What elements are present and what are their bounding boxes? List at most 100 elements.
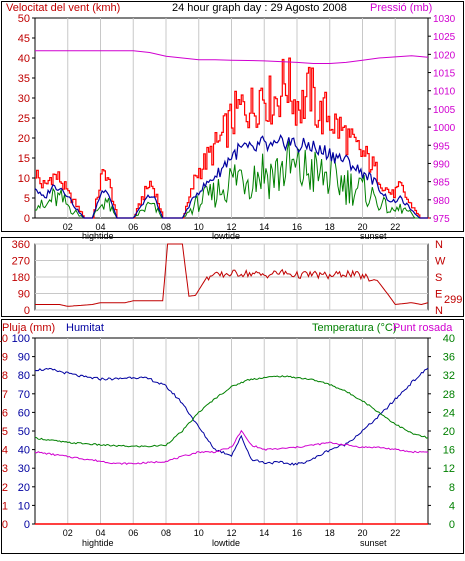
direction-compass-label: E <box>435 289 442 301</box>
temp-x-tick-label: 10 <box>194 528 204 538</box>
wind-x-tick-label: 06 <box>128 222 138 232</box>
wind-y-tick-label: 5 <box>24 193 30 205</box>
direction-compass-label: N <box>435 239 443 251</box>
pressure-y-tick-label: 1005 <box>433 105 456 116</box>
direction-y-tick-label: 0 <box>24 305 30 317</box>
humidity-y-tick-label: 70 <box>18 389 30 401</box>
temp-y-tick-label: 0 <box>449 519 455 531</box>
direction-y-tick-label: 360 <box>12 239 30 251</box>
rain-y-tick-label: 2 <box>2 482 8 494</box>
temp-y-tick-label: 16 <box>443 445 455 457</box>
temp-x-tick-label: 18 <box>325 528 335 538</box>
rain-y-tick-label: 6 <box>2 407 8 419</box>
pressure-y-tick-label: 1015 <box>433 69 456 80</box>
temp-x-tick-label: 12 <box>226 528 236 538</box>
chart-title: 24 hour graph day : 29 Agosto 2008 <box>172 2 347 14</box>
pressure-y-tick-label: 1030 <box>433 14 456 25</box>
rain-y-tick-label: 5 <box>2 426 8 438</box>
wind-average-series <box>34 133 428 219</box>
wind-x-tick-label: 18 <box>325 222 335 232</box>
temp-x-tick-label: 02 <box>63 528 73 538</box>
wind-y-tick-label: 0 <box>24 213 30 225</box>
temp-y-tick-label: 28 <box>443 389 455 401</box>
temp-y-tick-label: 32 <box>443 370 455 382</box>
dewpoint-series <box>34 429 429 465</box>
pressure-y-tick-label: 975 <box>433 214 450 225</box>
pressure-y-tick-label: 1020 <box>433 50 456 61</box>
wind-x-tick-label: 08 <box>161 222 171 232</box>
wind-x-tick-label: 10 <box>194 222 204 232</box>
hightide-label-bottom: hightide <box>82 538 114 548</box>
rain-y-tick-label: 10 <box>0 333 8 345</box>
temp-y-tick-label: 40 <box>443 333 455 345</box>
direction-panel-frame <box>1 237 464 317</box>
temp-y-tick-label: 4 <box>449 500 455 512</box>
direction-compass-label: S <box>435 272 442 284</box>
sunset-label-top: sunset <box>360 231 387 241</box>
temp-x-tick-label: 22 <box>390 528 400 538</box>
wind-x-tick-label: 22 <box>390 222 400 232</box>
wind-direction-series <box>35 243 429 307</box>
humidity-y-tick-label: 50 <box>18 426 30 438</box>
wind-axis-title: Velocitat del vent (kmh) <box>6 2 120 14</box>
wind-y-tick-label: 35 <box>18 73 30 85</box>
temp-y-tick-label: 20 <box>443 426 455 438</box>
direction-y-tick-label: 90 <box>18 289 30 301</box>
temperature-series <box>34 375 429 448</box>
humidity-series <box>34 367 429 466</box>
humidity-y-tick-label: 90 <box>18 352 30 364</box>
humidity-y-tick-label: 30 <box>18 463 30 475</box>
pressure-series <box>35 50 429 64</box>
direction-y-tick-label: 180 <box>12 272 30 284</box>
wind-x-tick-label: 16 <box>292 222 302 232</box>
direction-y-tick-label: 270 <box>12 256 30 268</box>
pressure-axis-title: Pressió (mb) <box>370 2 432 14</box>
sunset-label-bottom: sunset <box>360 538 387 548</box>
wind-y-tick-label: 20 <box>18 133 30 145</box>
humidity-y-tick-label: 20 <box>18 482 30 494</box>
dewpoint-axis-title: Punt rosada <box>393 322 453 334</box>
wind-y-tick-label: 10 <box>18 173 30 185</box>
pressure-y-tick-label: 980 <box>433 196 450 207</box>
wind-x-tick-label: 20 <box>357 222 367 232</box>
temp-x-tick-label: 08 <box>161 528 171 538</box>
wind-y-tick-label: 30 <box>18 93 30 105</box>
direction-compass-label: W <box>435 256 446 268</box>
wind-x-tick-label: 14 <box>259 222 269 232</box>
wind-y-tick-label: 50 <box>18 13 30 25</box>
rain-y-tick-label: 1 <box>2 500 8 512</box>
rain-y-tick-label: 9 <box>2 352 8 364</box>
humidity-y-tick-label: 80 <box>18 370 30 382</box>
pressure-y-tick-label: 985 <box>433 178 450 189</box>
wind-panel-frame <box>1 1 464 232</box>
rain-y-tick-label: 4 <box>2 445 8 457</box>
humidity-y-tick-label: 0 <box>24 519 30 531</box>
temperature-axis-title: Temperatura (°C) <box>312 322 396 334</box>
rain-y-tick-label: 7 <box>2 389 8 401</box>
lowtide-label-top: lowtide <box>212 231 240 241</box>
humidity-y-tick-label: 100 <box>12 333 30 345</box>
lowtide-label-bottom: lowtide <box>212 538 240 548</box>
temp-x-tick-label: 14 <box>259 528 269 538</box>
pressure-y-tick-label: 1000 <box>433 123 456 134</box>
humidity-y-tick-label: 40 <box>18 445 30 457</box>
wind-gust-series <box>35 57 430 219</box>
temp-x-tick-label: 06 <box>128 528 138 538</box>
wind-y-tick-label: 25 <box>18 113 30 125</box>
wind-y-tick-label: 15 <box>18 153 30 165</box>
humidity-y-tick-label: 10 <box>18 500 30 512</box>
pressure-y-tick-label: 1025 <box>433 32 456 43</box>
temp-y-tick-label: 24 <box>443 407 455 419</box>
rain-y-tick-label: 0 <box>2 519 8 531</box>
wind-green-series <box>34 141 428 219</box>
rain-axis-title: Pluja (mm) <box>2 322 55 334</box>
temp-x-tick-label: 16 <box>292 528 302 538</box>
wind-y-tick-label: 45 <box>18 33 30 45</box>
pressure-y-tick-label: 990 <box>433 159 450 170</box>
humidity-y-tick-label: 60 <box>18 407 30 419</box>
wind-y-tick-label: 40 <box>18 53 30 65</box>
hightide-label-top: hightide <box>82 231 114 241</box>
